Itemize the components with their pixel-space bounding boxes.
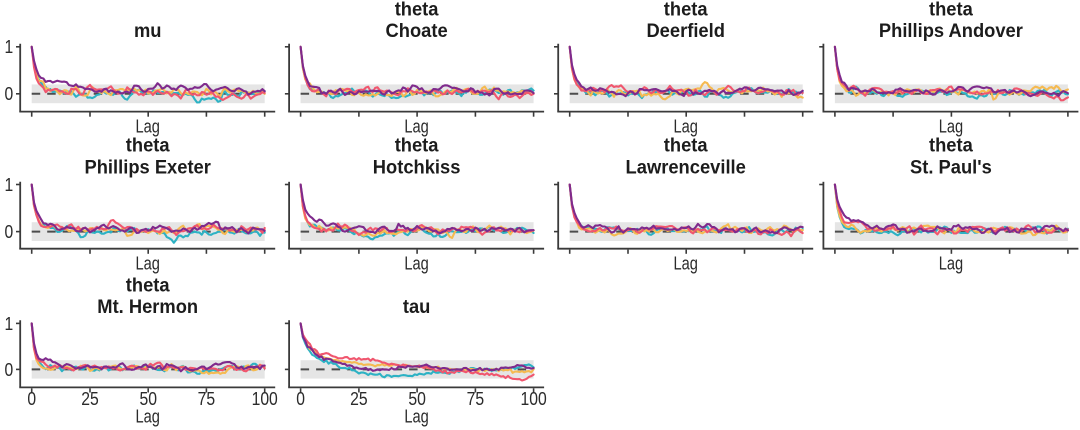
- svg-text:Deerfield: Deerfield: [646, 21, 725, 42]
- svg-text:theta: theta: [929, 0, 973, 20]
- svg-text:St. Paul's: St. Paul's: [910, 157, 992, 178]
- svg-text:0: 0: [296, 388, 305, 409]
- svg-text:25: 25: [81, 388, 99, 409]
- svg-text:Lag: Lag: [939, 116, 963, 137]
- svg-text:75: 75: [467, 388, 485, 409]
- svg-text:theta: theta: [929, 136, 973, 157]
- svg-text:theta: theta: [395, 0, 439, 20]
- svg-text:50: 50: [139, 388, 157, 409]
- svg-text:Lag: Lag: [674, 253, 698, 274]
- svg-text:Lag: Lag: [674, 116, 698, 137]
- svg-text:Mt. Hermon: Mt. Hermon: [97, 297, 198, 318]
- svg-text:0: 0: [5, 359, 14, 380]
- svg-text:1: 1: [5, 36, 14, 57]
- svg-text:Lag: Lag: [404, 253, 428, 274]
- svg-text:theta: theta: [126, 275, 170, 296]
- svg-text:mu: mu: [134, 21, 162, 42]
- svg-text:theta: theta: [664, 0, 708, 20]
- svg-text:0: 0: [5, 83, 14, 104]
- svg-text:Lag: Lag: [136, 406, 160, 427]
- svg-text:Hotchkiss: Hotchkiss: [373, 157, 461, 178]
- svg-text:1: 1: [5, 174, 14, 195]
- svg-text:75: 75: [198, 388, 216, 409]
- svg-text:tau: tau: [403, 297, 431, 318]
- svg-text:Lag: Lag: [136, 253, 160, 274]
- svg-text:Phillips Andover: Phillips Andover: [879, 21, 1023, 42]
- svg-text:0: 0: [5, 221, 14, 242]
- svg-text:Phillips Exeter: Phillips Exeter: [85, 157, 212, 178]
- svg-text:1: 1: [5, 313, 14, 334]
- svg-text:25: 25: [350, 388, 368, 409]
- svg-text:theta: theta: [126, 136, 170, 157]
- svg-text:100: 100: [252, 388, 278, 409]
- svg-text:theta: theta: [664, 136, 708, 157]
- svg-text:0: 0: [27, 388, 36, 409]
- svg-text:Lag: Lag: [136, 116, 160, 137]
- svg-text:theta: theta: [395, 136, 439, 157]
- svg-text:Choate: Choate: [386, 21, 448, 42]
- svg-text:Lawrenceville: Lawrenceville: [626, 157, 747, 178]
- svg-text:100: 100: [521, 388, 547, 409]
- svg-text:Lag: Lag: [404, 406, 428, 427]
- svg-text:50: 50: [408, 388, 426, 409]
- svg-text:Lag: Lag: [939, 253, 963, 274]
- svg-text:Lag: Lag: [404, 116, 428, 137]
